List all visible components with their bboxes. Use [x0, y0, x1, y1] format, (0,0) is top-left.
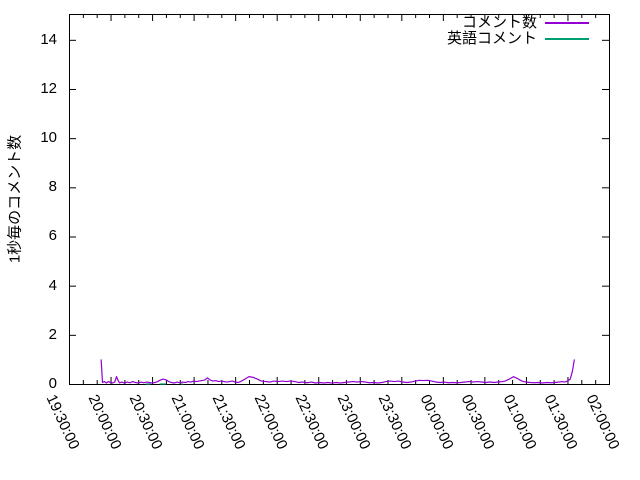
- y-tick-label: 14: [40, 30, 57, 48]
- y-tick-label: 4: [48, 276, 57, 294]
- y-tick-label: 12: [40, 79, 57, 97]
- plot-border: [69, 14, 610, 385]
- y-tick-label: 8: [48, 178, 57, 196]
- series-line-0: [100, 359, 575, 384]
- legend-line-sample-comments: [545, 22, 589, 24]
- y-tick-label: 0: [48, 375, 57, 392]
- y-tick-label: 2: [48, 325, 57, 343]
- legend-label-english-comments: 英語コメント: [446, 30, 537, 47]
- y-tick-label: 6: [48, 227, 57, 245]
- y-tick-label: 10: [40, 129, 57, 147]
- legend-label-comments: コメント数: [461, 14, 537, 31]
- legend-line-sample-english-comments: [545, 38, 589, 40]
